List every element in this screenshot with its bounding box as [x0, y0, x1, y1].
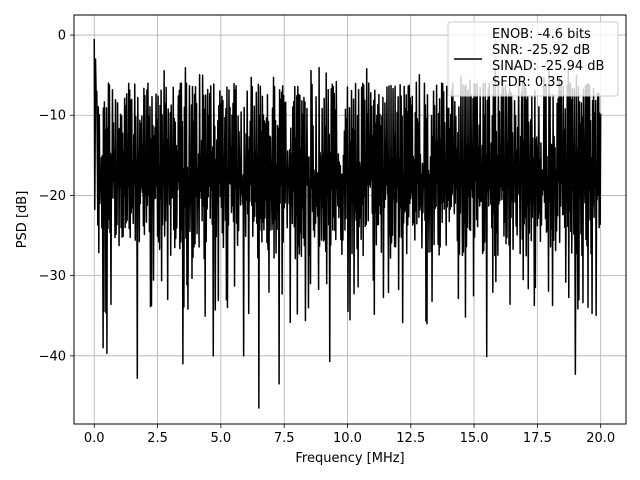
legend: ENOB: -4.6 bits SNR: -25.92 dB SINAD: -2… — [447, 21, 619, 97]
psd-series-line — [93, 39, 602, 409]
x-tick-label: 5.0 — [211, 431, 232, 446]
y-tick-label: −30 — [39, 269, 66, 284]
legend-entry-snr: SNR: -25.92 dB — [492, 43, 590, 58]
x-tick-label: 10.0 — [333, 431, 362, 446]
x-tick-label: 7.5 — [274, 431, 295, 446]
y-tick-label: −20 — [39, 189, 66, 204]
legend-entry-sfdr: SFDR: 0.35 — [492, 75, 564, 90]
x-tick-label: 0.0 — [84, 431, 105, 446]
legend-entry-sinad: SINAD: -25.94 dB — [492, 59, 604, 74]
y-tick-label: −10 — [39, 109, 66, 124]
x-axis-label: Frequency [MHz] — [295, 451, 404, 466]
x-tick-label: 12.5 — [396, 431, 425, 446]
x-tick-label: 15.0 — [460, 431, 489, 446]
y-tick-label: 0 — [58, 29, 66, 44]
x-tick-label: 2.5 — [147, 431, 168, 446]
y-tick-label: −40 — [39, 349, 66, 364]
y-axis-label: PSD [dB] — [15, 191, 30, 249]
x-tick-label: 20.0 — [586, 431, 615, 446]
series-group — [93, 39, 602, 409]
x-tick-label: 17.5 — [523, 431, 552, 446]
ticks: 0.0 2.5 5.0 7.5 10.0 12.5 15.0 17.5 20.0 0 −10 −20 −… — [39, 29, 616, 446]
legend-box — [447, 21, 619, 97]
axes-frame — [73, 14, 627, 425]
legend-entry-enob: ENOB: -4.6 bits — [492, 27, 591, 42]
